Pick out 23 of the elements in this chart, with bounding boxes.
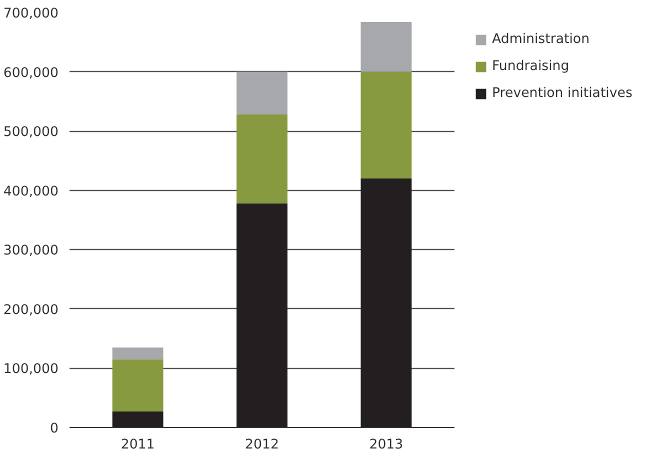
bar — [360, 22, 412, 72]
bar — [112, 359, 164, 412]
bar — [236, 72, 288, 114]
legend-label: Fundraising — [492, 59, 570, 74]
y-tick-label: 100,000 — [3, 362, 59, 378]
bar — [236, 203, 288, 428]
y-tick-label: 200,000 — [3, 302, 59, 318]
bar — [236, 114, 288, 204]
y-tick-label: 0 — [50, 422, 59, 436]
bar — [360, 72, 412, 178]
x-tick-label: 2012 — [245, 438, 279, 452]
legend-label: Prevention initiatives — [492, 86, 632, 101]
bar — [360, 178, 412, 428]
legend-label: Administration — [492, 32, 590, 47]
x-tick-label: 2013 — [369, 438, 404, 452]
x-tick-label: 2011 — [120, 438, 155, 452]
y-tick-label: 300,000 — [3, 244, 59, 259]
y-tick-label: 700,000 — [3, 6, 59, 22]
bar — [112, 411, 164, 428]
bar — [112, 347, 164, 360]
y-tick-label: 500,000 — [3, 125, 59, 140]
y-tick-label: 600,000 — [3, 66, 59, 81]
y-tick-label: 400,000 — [3, 184, 59, 200]
